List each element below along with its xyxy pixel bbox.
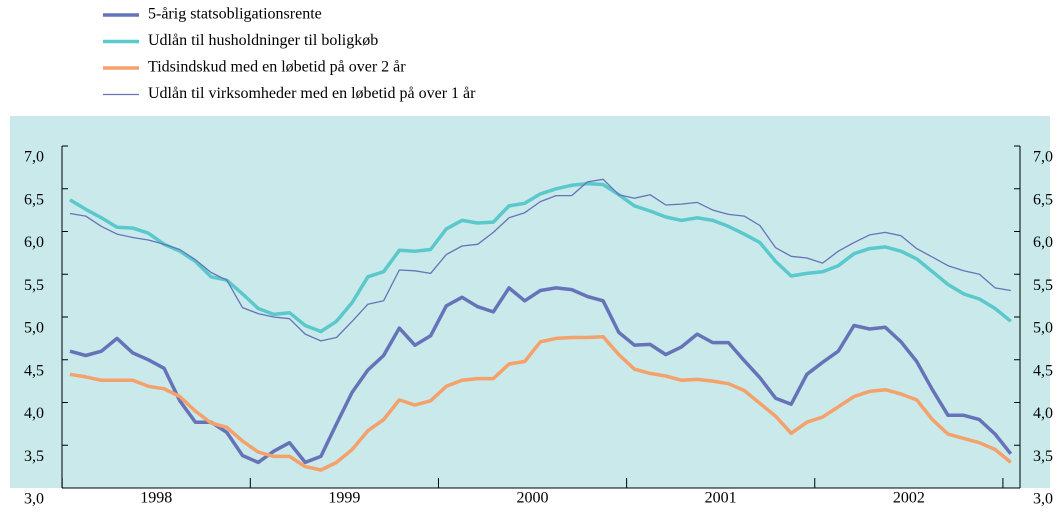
- legend-label: Udlån til virksomheder med en løbetid på…: [148, 85, 476, 102]
- y2-tick-label: 6,5: [1033, 191, 1053, 208]
- line-series: [69, 286, 1013, 465]
- y-tick-label: 3,5: [24, 448, 44, 465]
- y-tick-label: 3,0: [24, 491, 44, 508]
- y-tick-label: 4,5: [24, 362, 44, 379]
- x-tick-label: 2002: [893, 490, 925, 507]
- x-tick-label: 1998: [140, 490, 172, 507]
- legend-label: Tidsindskud med en løbetid på over 2 år: [148, 59, 406, 76]
- y-tick-label: 6,5: [24, 191, 44, 208]
- x-tick-label: 2000: [517, 490, 549, 507]
- legend-label: 5-årig statsobligationsrente: [148, 6, 322, 23]
- y-tick-label: 4,0: [24, 405, 44, 422]
- x-tick-label: 1999: [328, 490, 360, 507]
- y2-tick-label: 5,0: [1033, 320, 1053, 337]
- y2-tick-label: 3,0: [1033, 491, 1053, 508]
- y2-tick-label: 3,5: [1033, 448, 1053, 465]
- x-tick-label: 2001: [705, 490, 737, 507]
- legend-label: Udlån til husholdninger til boligkøb: [148, 32, 378, 49]
- line-series: [69, 178, 1011, 342]
- y2-tick-label: 5,5: [1033, 277, 1053, 294]
- y2-tick-label: 4,0: [1033, 405, 1053, 422]
- y-tick-label: 5,5: [24, 277, 44, 294]
- y-tick-label: 6,0: [24, 234, 44, 251]
- y2-tick-label: 6,0: [1033, 234, 1053, 251]
- y2-tick-label: 4,5: [1033, 362, 1053, 379]
- plot-background: [10, 116, 1050, 488]
- y-tick-label: 7,0: [24, 149, 44, 166]
- y-tick-label: 5,0: [24, 320, 44, 337]
- y2-tick-label: 7,0: [1033, 149, 1053, 166]
- line-series: [69, 334, 1012, 472]
